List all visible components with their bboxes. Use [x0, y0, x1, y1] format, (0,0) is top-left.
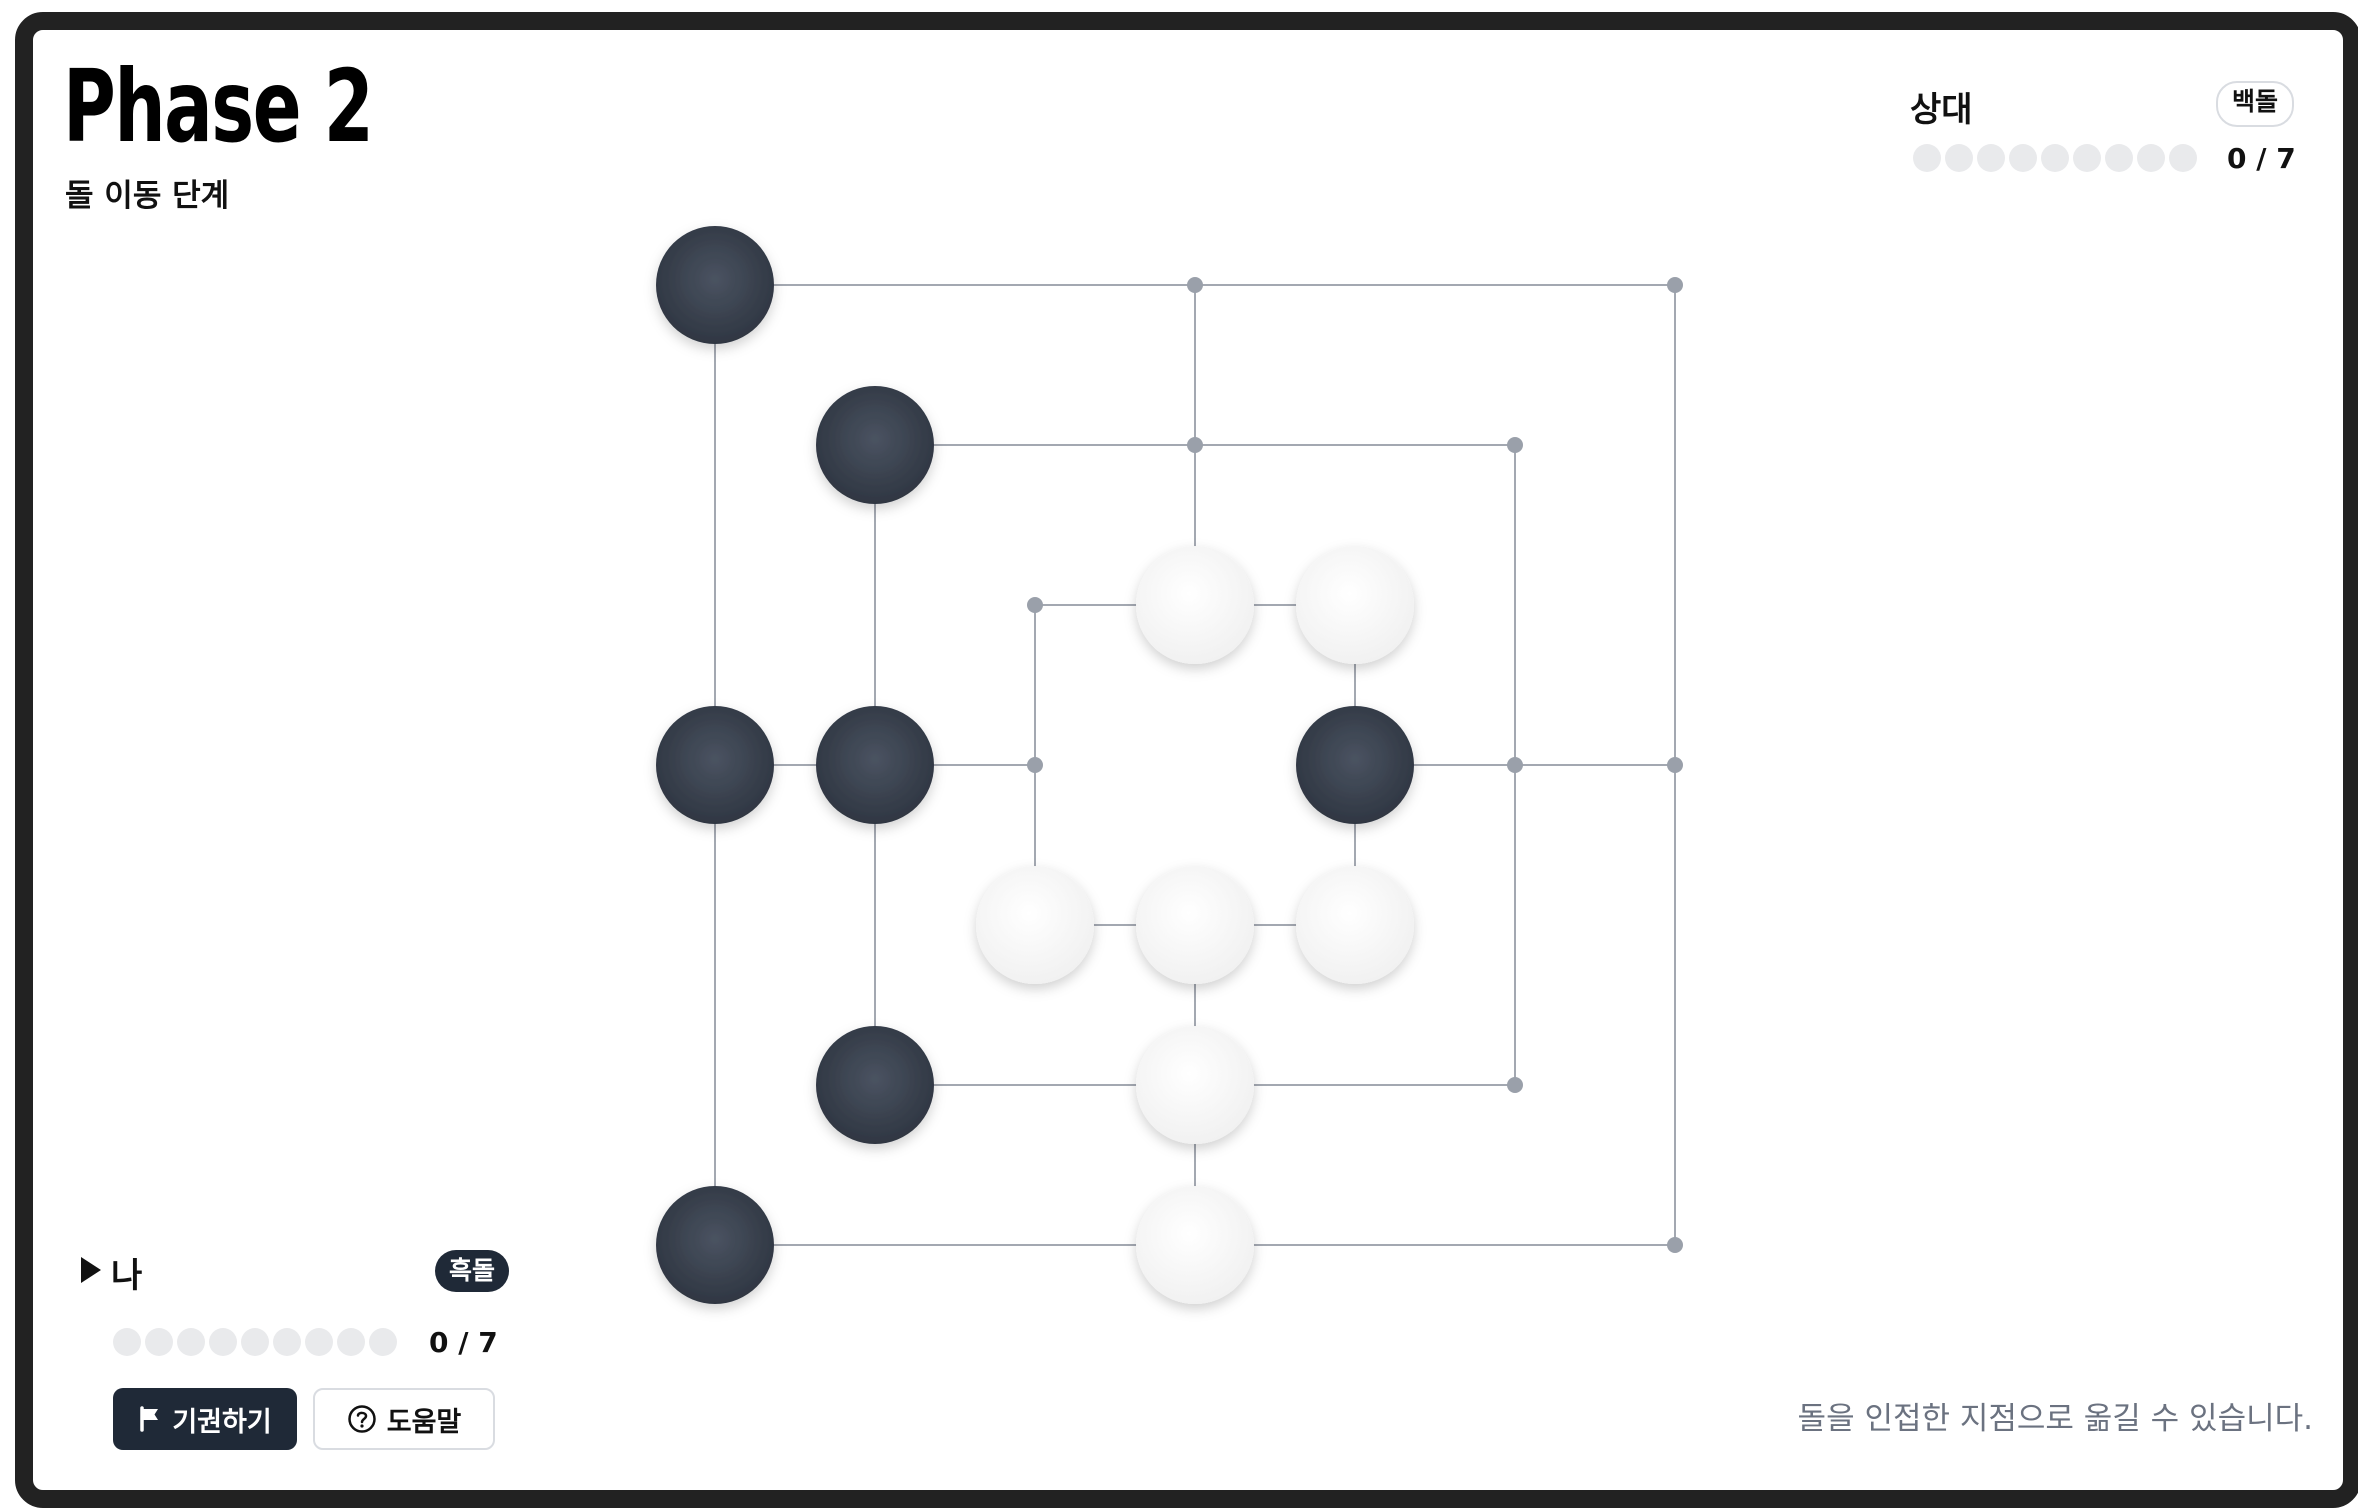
phase-subtitle: 돌 이동 단계	[65, 178, 230, 214]
black-stone[interactable]	[816, 386, 934, 504]
phase-title: Phase 2	[63, 48, 374, 165]
captured-dot	[2041, 144, 2069, 172]
board-empty-point[interactable]	[1507, 757, 1523, 773]
opponent-captured-count: 0 / 7	[2227, 142, 2296, 175]
my-captured-count: 0 / 7	[429, 1326, 498, 1359]
captured-dot	[369, 1328, 397, 1356]
game-frame: Phase 2 돌 이동 단계 상대 백돌 0 / 7 나 흑돌 0 / 7 기…	[15, 12, 2358, 1508]
black-stone[interactable]	[816, 706, 934, 824]
my-name: 나	[111, 1256, 143, 1296]
help-icon	[347, 1405, 376, 1433]
board-stones	[656, 226, 1414, 1304]
board-empty-point[interactable]	[1667, 277, 1683, 293]
opponent-captured-dots	[1913, 144, 2197, 172]
captured-dot	[209, 1328, 237, 1356]
captured-dot	[177, 1328, 205, 1356]
board-empty-point[interactable]	[1187, 437, 1203, 453]
board-empty-point[interactable]	[1667, 757, 1683, 773]
white-stone	[1136, 866, 1254, 984]
board-empty-point[interactable]	[1187, 277, 1203, 293]
captured-dot	[145, 1328, 173, 1356]
captured-dot	[1977, 144, 2005, 172]
game-content: Phase 2 돌 이동 단계 상대 백돌 0 / 7 나 흑돌 0 / 7 기…	[33, 30, 2343, 1490]
captured-dot	[337, 1328, 365, 1356]
captured-dot	[1945, 144, 1973, 172]
white-stone	[1296, 546, 1414, 664]
captured-dot	[2105, 144, 2133, 172]
captured-dot	[2137, 144, 2165, 172]
black-stone[interactable]	[1296, 706, 1414, 824]
hint-text: 돌을 인접한 지점으로 옮길 수 있습니다.	[1797, 1401, 2313, 1437]
board-empty-point[interactable]	[1027, 597, 1043, 613]
captured-dot	[2073, 144, 2101, 172]
board-points	[1027, 277, 1683, 1253]
my-captured-dots	[113, 1328, 397, 1356]
my-stone-badge: 흑돌	[435, 1250, 510, 1292]
turn-indicator-icon	[81, 1257, 101, 1283]
white-stone	[1136, 546, 1254, 664]
black-stone[interactable]	[816, 1026, 934, 1144]
black-stone[interactable]	[656, 706, 774, 824]
white-stone	[1136, 1186, 1254, 1304]
board-empty-point[interactable]	[1027, 757, 1043, 773]
game-board	[656, 226, 1683, 1304]
opponent-stone-badge: 백돌	[2216, 81, 2295, 127]
flag-icon	[140, 1406, 159, 1432]
white-stone	[1136, 1026, 1254, 1144]
black-stone[interactable]	[656, 226, 774, 344]
black-stone[interactable]	[656, 1186, 774, 1304]
captured-dot	[2169, 144, 2197, 172]
help-button-label: 도움말	[386, 1406, 462, 1438]
resign-button-label: 기권하기	[172, 1406, 272, 1438]
white-stone	[1296, 866, 1414, 984]
board-empty-point[interactable]	[1667, 1237, 1683, 1253]
captured-dot	[305, 1328, 333, 1356]
captured-dot	[113, 1328, 141, 1356]
captured-dot	[241, 1328, 269, 1356]
white-stone	[976, 866, 1094, 984]
resign-button[interactable]: 기권하기	[113, 1388, 297, 1450]
help-button[interactable]: 도움말	[313, 1388, 495, 1450]
captured-dot	[2009, 144, 2037, 172]
board-empty-point[interactable]	[1507, 437, 1523, 453]
board-empty-point[interactable]	[1507, 1077, 1523, 1093]
captured-dot	[1913, 144, 1941, 172]
opponent-name: 상대	[1910, 90, 1973, 130]
captured-dot	[273, 1328, 301, 1356]
